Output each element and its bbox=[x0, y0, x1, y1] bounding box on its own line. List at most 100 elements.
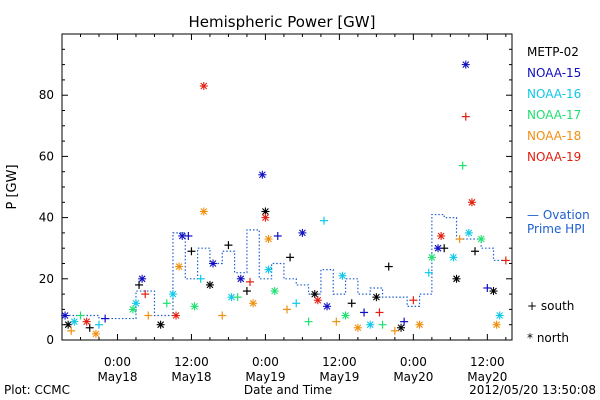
series-metp-02 bbox=[64, 207, 498, 332]
y-tick-label: 80 bbox=[39, 88, 54, 102]
x-tick-label-date: May20 bbox=[393, 370, 433, 384]
south-marker bbox=[196, 274, 205, 283]
north-marker bbox=[205, 280, 214, 289]
south-marker bbox=[135, 280, 144, 289]
x-tick-label-date: May19 bbox=[319, 370, 359, 384]
north-marker bbox=[264, 235, 273, 244]
north-marker bbox=[489, 287, 498, 296]
x-tick-label-time: 0:00 bbox=[252, 355, 279, 369]
north-marker bbox=[175, 262, 184, 271]
series-noaa-17 bbox=[76, 161, 486, 329]
north-marker bbox=[372, 293, 381, 302]
north-marker bbox=[323, 302, 332, 311]
south-marker bbox=[461, 112, 470, 121]
legend-item: NOAA-16 bbox=[527, 87, 581, 101]
legend-ovation-line1: — Ovation bbox=[527, 208, 590, 222]
series-noaa-15 bbox=[61, 60, 492, 326]
x-tick-label-time: 0:00 bbox=[400, 355, 427, 369]
north-marker bbox=[209, 259, 218, 268]
south-marker bbox=[471, 247, 480, 256]
north-marker bbox=[427, 253, 436, 262]
south-marker bbox=[224, 241, 233, 250]
north-marker bbox=[437, 231, 446, 240]
y-axis-label: P [GW] bbox=[5, 164, 20, 209]
north-marker bbox=[82, 317, 91, 326]
south-marker bbox=[332, 317, 341, 326]
legend: METP-02 NOAA-15 NOAA-16 NOAA-17 NOAA-18 NOAA-… bbox=[527, 45, 590, 345]
south-marker bbox=[455, 235, 464, 244]
footer-timestamp: 2012/05/20 13:50:08 bbox=[469, 383, 596, 397]
series-noaa-18 bbox=[67, 207, 501, 338]
north-marker bbox=[313, 296, 322, 305]
south-marker bbox=[286, 253, 295, 262]
south-marker bbox=[94, 320, 103, 329]
south-marker bbox=[246, 277, 255, 286]
x-tick-label-date: May19 bbox=[245, 370, 285, 384]
ovation-layer bbox=[62, 213, 503, 320]
south-marker bbox=[76, 311, 85, 320]
south-marker bbox=[424, 268, 433, 277]
north-marker bbox=[264, 265, 273, 274]
y-tick-label: 20 bbox=[39, 272, 54, 286]
footer-plot-source: Plot: CCMC bbox=[4, 383, 70, 397]
x-axis-label: Date and Time bbox=[244, 383, 332, 397]
north-marker bbox=[449, 253, 458, 262]
south-marker bbox=[384, 262, 393, 271]
north-marker bbox=[249, 299, 258, 308]
north-marker bbox=[464, 228, 473, 237]
y-axis: 0 20 40 60 80 bbox=[39, 33, 512, 347]
south-marker bbox=[162, 299, 171, 308]
legend-item: NOAA-19 bbox=[527, 150, 581, 164]
legend-item: NOAA-17 bbox=[527, 108, 581, 122]
south-marker bbox=[409, 296, 418, 305]
ovation-hpi-line bbox=[62, 213, 503, 320]
south-marker bbox=[400, 317, 409, 326]
north-marker bbox=[156, 320, 165, 329]
south-marker bbox=[375, 308, 384, 317]
legend-north: * north bbox=[527, 331, 569, 345]
south-marker bbox=[292, 299, 301, 308]
north-marker bbox=[70, 317, 79, 326]
south-marker bbox=[184, 231, 193, 240]
series-noaa-16 bbox=[70, 216, 504, 329]
north-marker bbox=[199, 207, 208, 216]
x-tick-label-time: 12:00 bbox=[470, 355, 505, 369]
north-marker bbox=[298, 228, 307, 237]
south-marker bbox=[319, 216, 328, 225]
south-marker bbox=[458, 161, 467, 170]
south-marker bbox=[101, 314, 110, 323]
x-tick-label-date: May18 bbox=[97, 370, 137, 384]
y-tick-label: 40 bbox=[39, 211, 54, 225]
x-tick-label-date: May20 bbox=[467, 370, 507, 384]
legend-item: METP-02 bbox=[527, 45, 579, 59]
north-marker bbox=[492, 320, 501, 329]
south-marker bbox=[242, 287, 251, 296]
north-marker bbox=[190, 302, 199, 311]
south-marker bbox=[233, 293, 242, 302]
legend-ovation-line2: Prime HPI bbox=[527, 222, 585, 236]
north-marker bbox=[452, 274, 461, 283]
north-marker bbox=[477, 235, 486, 244]
north-marker bbox=[353, 323, 362, 332]
north-marker bbox=[415, 320, 424, 329]
north-marker bbox=[91, 329, 100, 338]
north-marker bbox=[236, 274, 245, 283]
y-tick-label: 0 bbox=[46, 333, 54, 347]
legend-south: + south bbox=[527, 299, 574, 313]
north-marker bbox=[261, 213, 270, 222]
series-noaa-19 bbox=[82, 82, 510, 326]
north-marker bbox=[270, 287, 279, 296]
x-axis: 0:00May1812:00May180:00May1912:00May190:… bbox=[61, 34, 507, 384]
north-marker bbox=[467, 198, 476, 207]
south-marker bbox=[283, 305, 291, 314]
plot-area bbox=[61, 33, 513, 341]
south-marker bbox=[360, 308, 369, 317]
chart-title: Hemispheric Power [GW] bbox=[189, 13, 376, 31]
south-marker bbox=[304, 317, 313, 326]
south-marker bbox=[144, 311, 153, 320]
north-marker bbox=[434, 244, 443, 253]
x-tick-label-time: 12:00 bbox=[174, 355, 209, 369]
north-marker bbox=[61, 311, 70, 320]
north-marker bbox=[495, 311, 504, 320]
